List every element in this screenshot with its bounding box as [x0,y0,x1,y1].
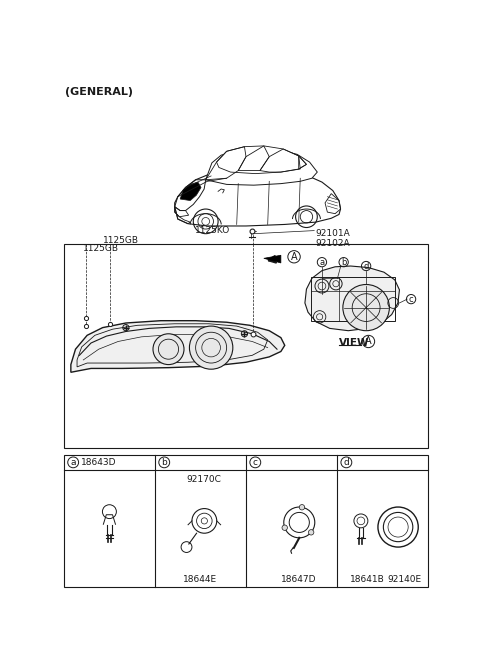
Circle shape [343,284,389,331]
Text: 1125GB: 1125GB [103,236,139,245]
Text: 18644E: 18644E [183,575,217,584]
Text: 18647D: 18647D [281,575,316,584]
Text: d: d [344,458,349,467]
Text: 18643D: 18643D [81,458,117,467]
Polygon shape [175,169,340,226]
Text: d: d [363,262,369,270]
Text: b: b [161,458,167,467]
Text: (GENERAL): (GENERAL) [65,88,133,98]
Text: 92140E: 92140E [387,575,421,584]
Text: c: c [253,458,258,467]
Bar [64,455,428,587]
Text: 1125GB: 1125GB [83,244,119,253]
Polygon shape [264,255,281,263]
Polygon shape [305,266,399,331]
Polygon shape [216,146,306,173]
Text: 92101A
92102A: 92101A 92102A [316,229,350,248]
Text: 92170C: 92170C [187,475,221,483]
Text: c: c [409,295,413,303]
Circle shape [153,334,184,365]
Text: a: a [71,458,76,467]
Text: b: b [341,258,347,267]
Polygon shape [180,182,201,201]
Text: 18641B: 18641B [350,575,385,584]
Circle shape [309,530,314,535]
Circle shape [282,525,288,531]
Bar [64,244,428,448]
Text: 1125KO: 1125KO [195,226,230,235]
Text: VIEW: VIEW [339,337,370,348]
Text: A: A [291,252,298,262]
Text: a: a [319,258,324,267]
Circle shape [190,326,233,369]
Text: A: A [365,337,372,347]
Polygon shape [71,321,285,373]
Polygon shape [206,149,317,185]
Circle shape [299,505,305,510]
Bar [311,277,395,321]
